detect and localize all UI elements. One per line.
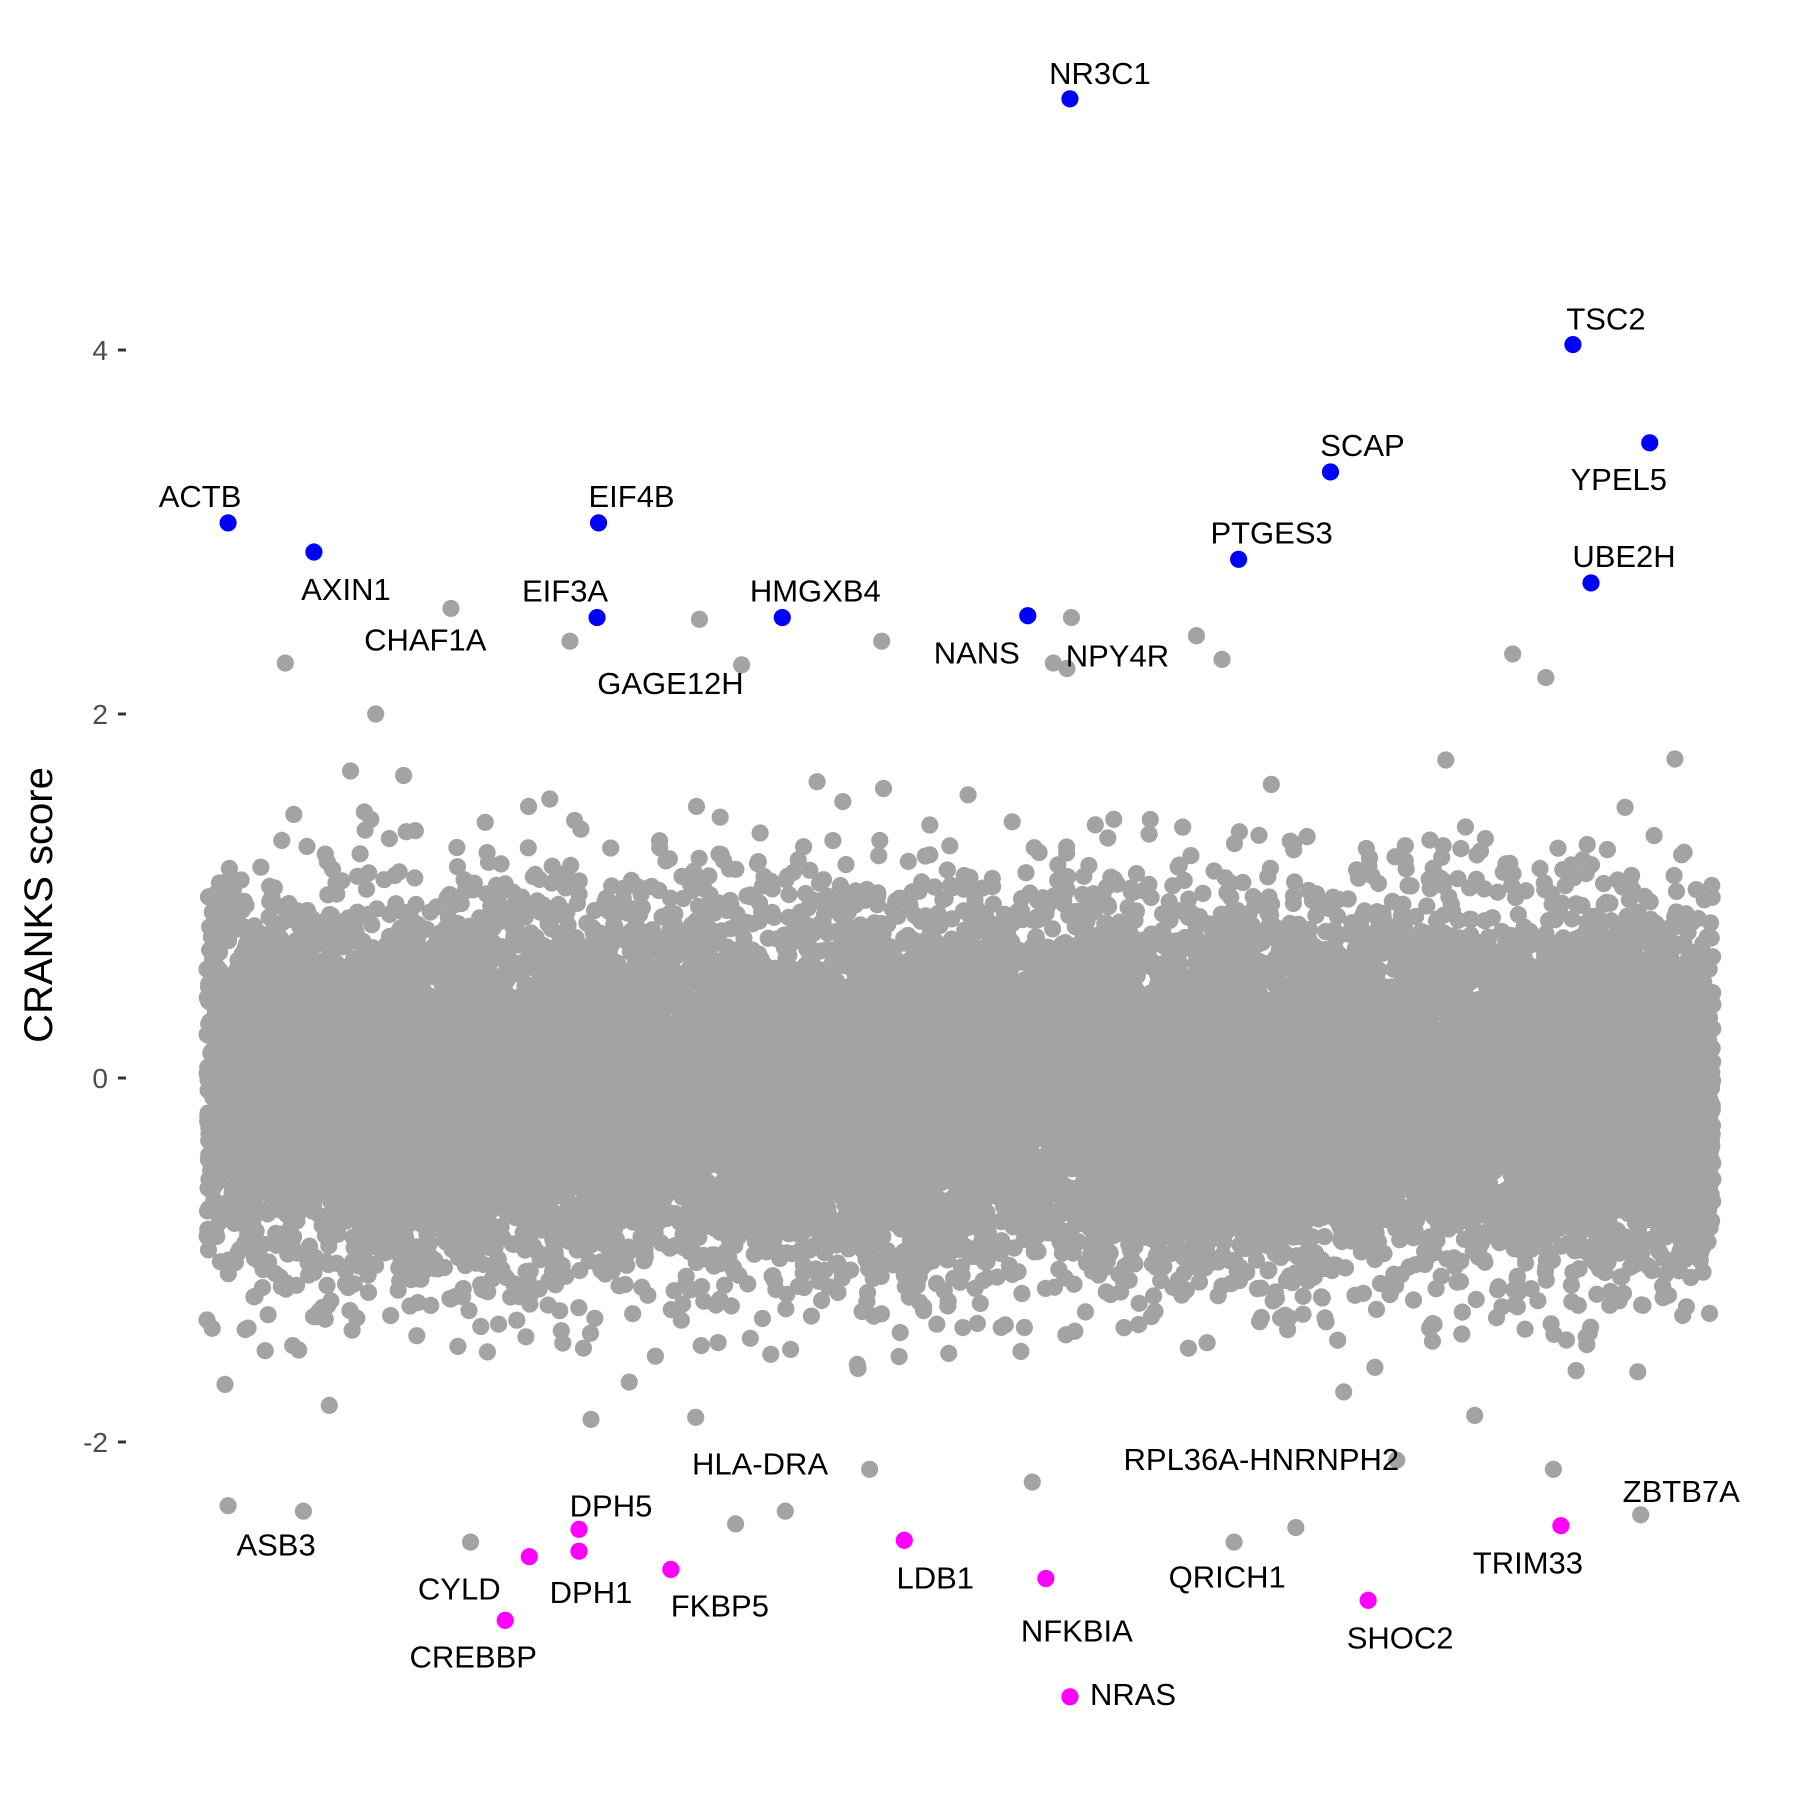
gene-point-nfkbia — [1037, 1569, 1055, 1588]
outlier-point — [276, 654, 294, 672]
outlier-point — [727, 1515, 745, 1533]
gene-point-nras — [1061, 1688, 1079, 1706]
outlier-point — [1544, 1460, 1562, 1478]
y-tick-label: 2 — [92, 699, 108, 730]
gene-point-hmgxb4 — [773, 608, 791, 627]
gene-point-axin1 — [305, 543, 323, 561]
gene-label-nans: NANS — [934, 636, 1020, 671]
gene-point-ube2h — [1582, 574, 1600, 592]
gene-point-eif4b — [589, 514, 608, 532]
outlier-point — [1388, 1451, 1406, 1469]
outlier-point — [219, 1497, 237, 1515]
outlier-points — [219, 599, 1650, 1551]
y-axis: -2 0 2 4 — [83, 335, 126, 1458]
gene-label-ypel5: YPEL5 — [1570, 462, 1667, 497]
gene-label-dph5: DPH5 — [570, 1488, 653, 1523]
gene-labels: NR3C1 TSC2 YPEL5 SCAP ACTB EIF4B AXIN1 PTGES3 UB… — [159, 56, 1740, 1712]
outlier-point — [1058, 659, 1076, 678]
outlier-point — [367, 705, 385, 723]
gene-label-qrich1: QRICH1 — [1169, 1559, 1286, 1594]
gene-label-zbtb7a: ZBTB7A — [1623, 1474, 1740, 1509]
gene-label-dph1: DPH1 — [550, 1575, 633, 1610]
gene-point-scap — [1321, 463, 1340, 481]
y-tick-label: 0 — [92, 1063, 108, 1094]
outlier-point — [1287, 1518, 1305, 1537]
gene-point-eif3a — [588, 608, 606, 627]
outlier-point — [294, 1502, 312, 1520]
gene-point-dph5 — [570, 1520, 588, 1538]
gene-label-nras: NRAS — [1090, 1677, 1176, 1712]
gene-label-chaf1a: CHAF1A — [364, 623, 487, 658]
gene-label-npy4r: NPY4R — [1066, 639, 1169, 674]
gene-label-scap: SCAP — [1320, 428, 1404, 463]
gene-label-shoc2: SHOC2 — [1347, 1620, 1454, 1655]
y-tick-label: 4 — [92, 335, 108, 366]
gene-label-tsc2: TSC2 — [1566, 302, 1645, 337]
gene-label-nfkbia: NFKBIA — [1021, 1614, 1133, 1649]
outlier-point — [1504, 645, 1522, 663]
gene-point-shoc2 — [1359, 1591, 1377, 1609]
gene-label-rpl36a-hnrnph2: RPL36A-HNRNPH2 — [1124, 1442, 1400, 1477]
gene-point-actb — [219, 514, 237, 532]
gene-point-ldb1 — [895, 1531, 913, 1549]
background-point-cloud — [198, 750, 1722, 1428]
y-axis-title: CRANKS score — [17, 767, 61, 1043]
gene-label-cyld: CYLD — [418, 1572, 501, 1607]
gene-point-crebbp — [496, 1611, 514, 1629]
outlier-point — [1023, 1473, 1041, 1491]
gene-point-fkbp5 — [662, 1560, 680, 1578]
outlier-point — [1225, 1533, 1243, 1551]
highlighted-points — [219, 90, 1659, 1706]
gene-label-hla-dra: HLA-DRA — [692, 1447, 828, 1482]
gene-point-nans — [1019, 607, 1037, 625]
outlier-point — [442, 599, 460, 618]
y-tick-label: -2 — [83, 1427, 108, 1458]
outlier-point — [1632, 1506, 1650, 1524]
gene-label-ube2h: UBE2H — [1572, 539, 1675, 574]
outlier-point — [733, 656, 751, 674]
gene-point-cyld — [520, 1548, 538, 1566]
gene-point-ypel5 — [1641, 434, 1659, 452]
outlier-point — [561, 632, 579, 650]
outlier-point — [1044, 654, 1062, 672]
outlier-point — [690, 610, 709, 628]
gene-label-axin1: AXIN1 — [301, 572, 391, 607]
gene-point-nr3c1 — [1061, 90, 1079, 108]
gene-label-eif4b: EIF4B — [588, 479, 674, 514]
gene-label-gage12h: GAGE12H — [597, 666, 743, 701]
gene-label-ldb1: LDB1 — [897, 1560, 975, 1595]
outlier-point — [776, 1502, 794, 1520]
gene-label-actb: ACTB — [159, 479, 242, 514]
outlier-point — [461, 1533, 480, 1551]
outlier-point — [1062, 608, 1081, 627]
gene-label-nr3c1: NR3C1 — [1049, 56, 1151, 91]
gene-label-crebbp: CREBBP — [409, 1639, 536, 1674]
gene-label-ptges3: PTGES3 — [1210, 515, 1332, 550]
gene-point-dph1 — [570, 1542, 588, 1560]
gene-label-trim33: TRIM33 — [1473, 1546, 1583, 1581]
outlier-point — [873, 632, 891, 650]
outlier-point — [1537, 669, 1555, 687]
gene-point-ptges3 — [1230, 550, 1248, 568]
gene-label-asb3: ASB3 — [236, 1528, 315, 1563]
background-points — [198, 750, 1722, 1428]
gene-point-trim33 — [1552, 1517, 1570, 1535]
gene-point-tsc2 — [1564, 335, 1582, 354]
outlier-point — [1187, 627, 1206, 645]
gene-label-eif3a: EIF3A — [522, 574, 608, 609]
gene-label-fkbp5: FKBP5 — [671, 1588, 769, 1623]
gene-label-hmgxb4: HMGXB4 — [750, 574, 881, 609]
outlier-point — [1213, 650, 1231, 669]
outlier-point — [861, 1460, 879, 1478]
